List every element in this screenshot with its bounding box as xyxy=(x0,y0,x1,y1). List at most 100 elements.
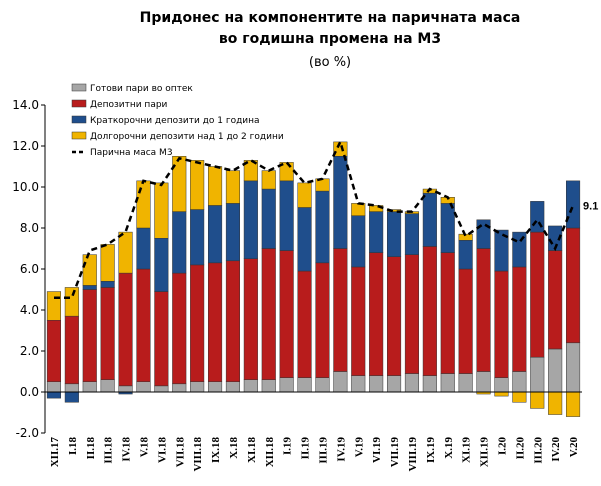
x-tick-label: III.19 xyxy=(317,437,329,464)
bar-segment xyxy=(190,264,205,382)
bar-segment xyxy=(458,373,473,393)
bar-segment xyxy=(297,270,312,378)
bar-segment xyxy=(530,231,545,358)
bar-segment xyxy=(548,391,563,415)
x-tick-label: VII.18 xyxy=(174,437,186,468)
x-tick-label: XII.18 xyxy=(264,437,276,468)
bar-segment xyxy=(512,266,527,372)
x-tick-label: XII.17 xyxy=(49,437,61,468)
bar-segment xyxy=(458,240,473,270)
bar-segment xyxy=(64,383,79,393)
bar-segment xyxy=(530,356,545,393)
bar-segment xyxy=(386,375,402,393)
y-tick-label: 12.0 xyxy=(12,139,39,153)
bar-segment xyxy=(154,182,169,239)
bar-segment xyxy=(46,381,62,393)
bar-segment xyxy=(530,201,545,233)
y-tick-label: -2.0 xyxy=(16,426,39,440)
x-tick-label: IX.18 xyxy=(210,437,222,463)
bar-segment xyxy=(565,180,581,229)
bar-segment xyxy=(386,211,402,257)
x-tick-label: II.18 xyxy=(85,437,97,460)
bar-segment xyxy=(154,238,169,292)
x-tick-label: V.20 xyxy=(568,437,580,458)
bar-segment xyxy=(225,203,241,262)
bar-segment xyxy=(315,262,330,378)
bar-segment xyxy=(100,287,115,380)
bar-segment xyxy=(512,371,527,393)
x-tick-label: XI.18 xyxy=(246,437,258,463)
x-tick-label: X.18 xyxy=(228,437,240,459)
chart-subtitle: во годишна промена на М3 xyxy=(219,31,441,47)
bar-segment xyxy=(315,377,330,393)
x-tick-label: IV.19 xyxy=(335,437,347,462)
bar-segment xyxy=(297,207,312,272)
x-tick-label: IV.20 xyxy=(550,437,562,462)
bar-segment xyxy=(207,262,223,383)
bar-segment xyxy=(82,381,97,393)
y-tick-label: 0.0 xyxy=(20,385,39,399)
bar-segment xyxy=(512,391,527,403)
bar-segment xyxy=(190,160,205,210)
bar-segment xyxy=(82,289,97,382)
bar-segment xyxy=(404,254,420,374)
x-tick-label: IV.18 xyxy=(121,437,133,462)
x-tick-label: VI.19 xyxy=(371,437,383,463)
legend-swatch xyxy=(71,83,87,92)
bar-segment xyxy=(548,348,563,393)
bar-segment xyxy=(369,211,384,253)
x-tick-label: XII.19 xyxy=(479,437,491,468)
x-tick-label: I.20 xyxy=(496,437,508,456)
bar-segment xyxy=(118,231,133,274)
chart-title: Придонес на компонентите на паричната ма… xyxy=(140,10,521,26)
x-tick-label: I.18 xyxy=(67,437,79,456)
bar-segment xyxy=(476,219,491,249)
bar-segment xyxy=(476,248,491,372)
bar-segment xyxy=(494,391,509,397)
bar-segment xyxy=(46,391,62,399)
data-label: 9.1 xyxy=(583,200,598,212)
bar-segment xyxy=(565,342,581,393)
x-tick-label: VI.18 xyxy=(156,437,168,463)
bar-segment xyxy=(243,180,258,260)
bar-segment xyxy=(225,381,241,393)
bar-segment xyxy=(190,209,205,266)
x-tick-label: V.19 xyxy=(353,437,365,458)
bar-segment xyxy=(261,188,276,249)
bar-segment xyxy=(118,385,133,393)
bar-segment xyxy=(333,371,348,393)
legend-label: Депозитни пари xyxy=(90,100,168,110)
y-tick-label: 2.0 xyxy=(20,344,39,358)
bar-segment xyxy=(225,170,241,204)
bar-segment xyxy=(458,268,473,374)
bar-segment xyxy=(64,391,79,403)
bar-segment xyxy=(386,256,402,376)
bar-segment xyxy=(440,252,455,374)
line-series xyxy=(54,138,575,299)
bar-segment xyxy=(565,227,581,344)
bar-segment xyxy=(297,182,312,208)
bar-segment xyxy=(82,254,97,286)
bar-segment xyxy=(279,377,294,393)
bar-segment xyxy=(369,252,384,376)
bar-segment xyxy=(82,285,97,290)
bar-segment xyxy=(279,180,294,251)
y-tick-label: 8.0 xyxy=(20,221,39,235)
x-tick-label: III.18 xyxy=(103,437,115,464)
y-tick-label: 14.0 xyxy=(12,98,39,112)
bar-segment xyxy=(333,156,348,249)
bar-segment xyxy=(172,272,187,385)
bar-segment xyxy=(369,375,384,393)
bar-segment xyxy=(100,281,115,288)
bar-segment xyxy=(351,215,366,268)
x-tick-label: II.20 xyxy=(514,437,526,460)
bar-segment xyxy=(530,391,545,409)
bar-segment xyxy=(422,375,437,393)
bar-segment xyxy=(243,160,258,182)
bar-segment xyxy=(136,227,151,270)
bar-segment xyxy=(297,377,312,393)
bar-segment xyxy=(494,270,509,378)
bar-segment xyxy=(333,141,348,157)
bar-segment xyxy=(261,248,276,380)
bar-segment xyxy=(404,373,420,393)
